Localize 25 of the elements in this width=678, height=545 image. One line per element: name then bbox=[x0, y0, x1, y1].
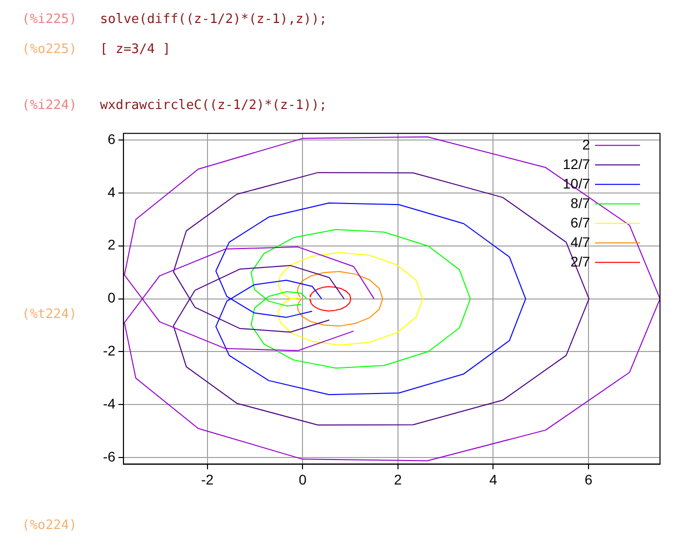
text: (%o225) bbox=[22, 42, 77, 57]
y-tick-label: 0 bbox=[108, 290, 116, 306]
legend-label: 12/7 bbox=[562, 156, 590, 172]
y-tick-label: 6 bbox=[108, 130, 116, 147]
x-tick-label: 2 bbox=[394, 471, 402, 488]
legend-label: 4/7 bbox=[570, 234, 590, 250]
text: solve(diff((z-1/2)*(z-1),z)); bbox=[100, 12, 327, 27]
text: (%o224) bbox=[22, 518, 77, 533]
x-tick-label: 6 bbox=[584, 471, 593, 488]
legend-label: 8/7 bbox=[570, 194, 590, 211]
x-tick-label: 0 bbox=[298, 471, 307, 488]
y-tick-label: 2 bbox=[108, 236, 116, 253]
text: wxdrawcircleC((z-1/2)*(z-1)); bbox=[100, 98, 327, 113]
legend-label: 2 bbox=[582, 136, 590, 152]
y-tick-label: 4 bbox=[108, 184, 116, 200]
y-tick-label: -2 bbox=[102, 342, 116, 359]
text: [ z=3/4 ] bbox=[100, 42, 170, 57]
x-tick-label: -2 bbox=[201, 471, 214, 488]
text: (%i225) bbox=[22, 12, 77, 27]
y-tick-label: -4 bbox=[102, 396, 116, 412]
x-tick-label: 4 bbox=[489, 471, 498, 488]
legend-label: 6/7 bbox=[570, 214, 590, 230]
text: (%i224) bbox=[22, 98, 77, 113]
y-tick-label: -6 bbox=[102, 448, 116, 464]
text: (%t224) bbox=[22, 307, 77, 322]
